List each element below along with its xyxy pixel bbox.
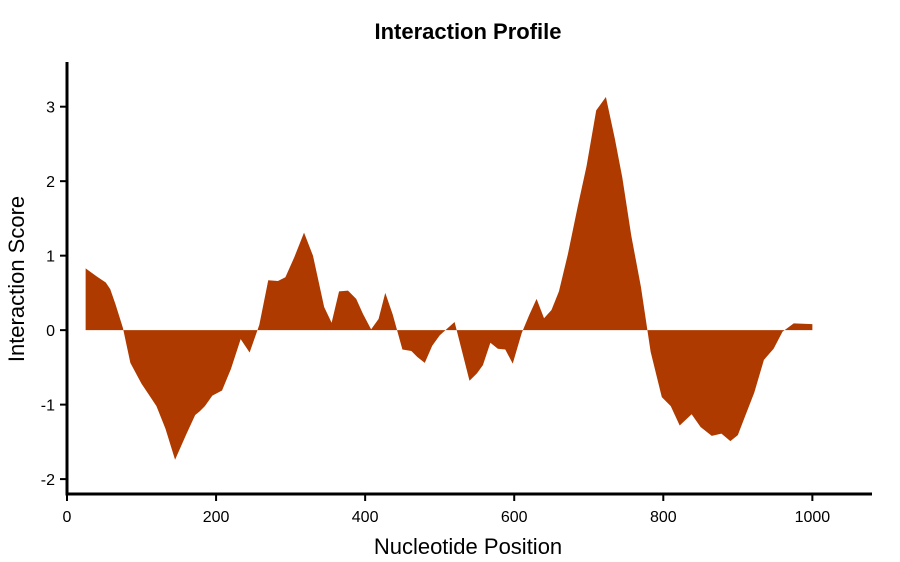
x-tick-label: 1000 xyxy=(795,509,831,526)
y-tick-label: 1 xyxy=(46,249,55,266)
y-tick-label: 2 xyxy=(46,174,55,191)
ticks: 0 200 400 600 800 1000 -2 -1 0 1 2 3 xyxy=(41,100,831,526)
y-tick-label: -2 xyxy=(41,472,55,489)
y-tick-label: 3 xyxy=(46,100,55,117)
x-tick-label: 400 xyxy=(352,509,379,526)
area-series xyxy=(85,97,813,460)
x-tick-label: 200 xyxy=(203,509,230,526)
y-tick-label: -1 xyxy=(41,398,55,415)
axes xyxy=(65,62,872,496)
y-axis-label: Interaction Score xyxy=(4,196,29,362)
x-axis-label: Nucleotide Position xyxy=(374,534,562,559)
x-tick-label: 800 xyxy=(650,509,677,526)
x-tick-label: 0 xyxy=(63,509,72,526)
chart-title: Interaction Profile xyxy=(374,19,561,44)
x-tick-label: 600 xyxy=(501,509,528,526)
y-tick-label: 0 xyxy=(46,323,55,340)
area-fill xyxy=(85,97,813,460)
